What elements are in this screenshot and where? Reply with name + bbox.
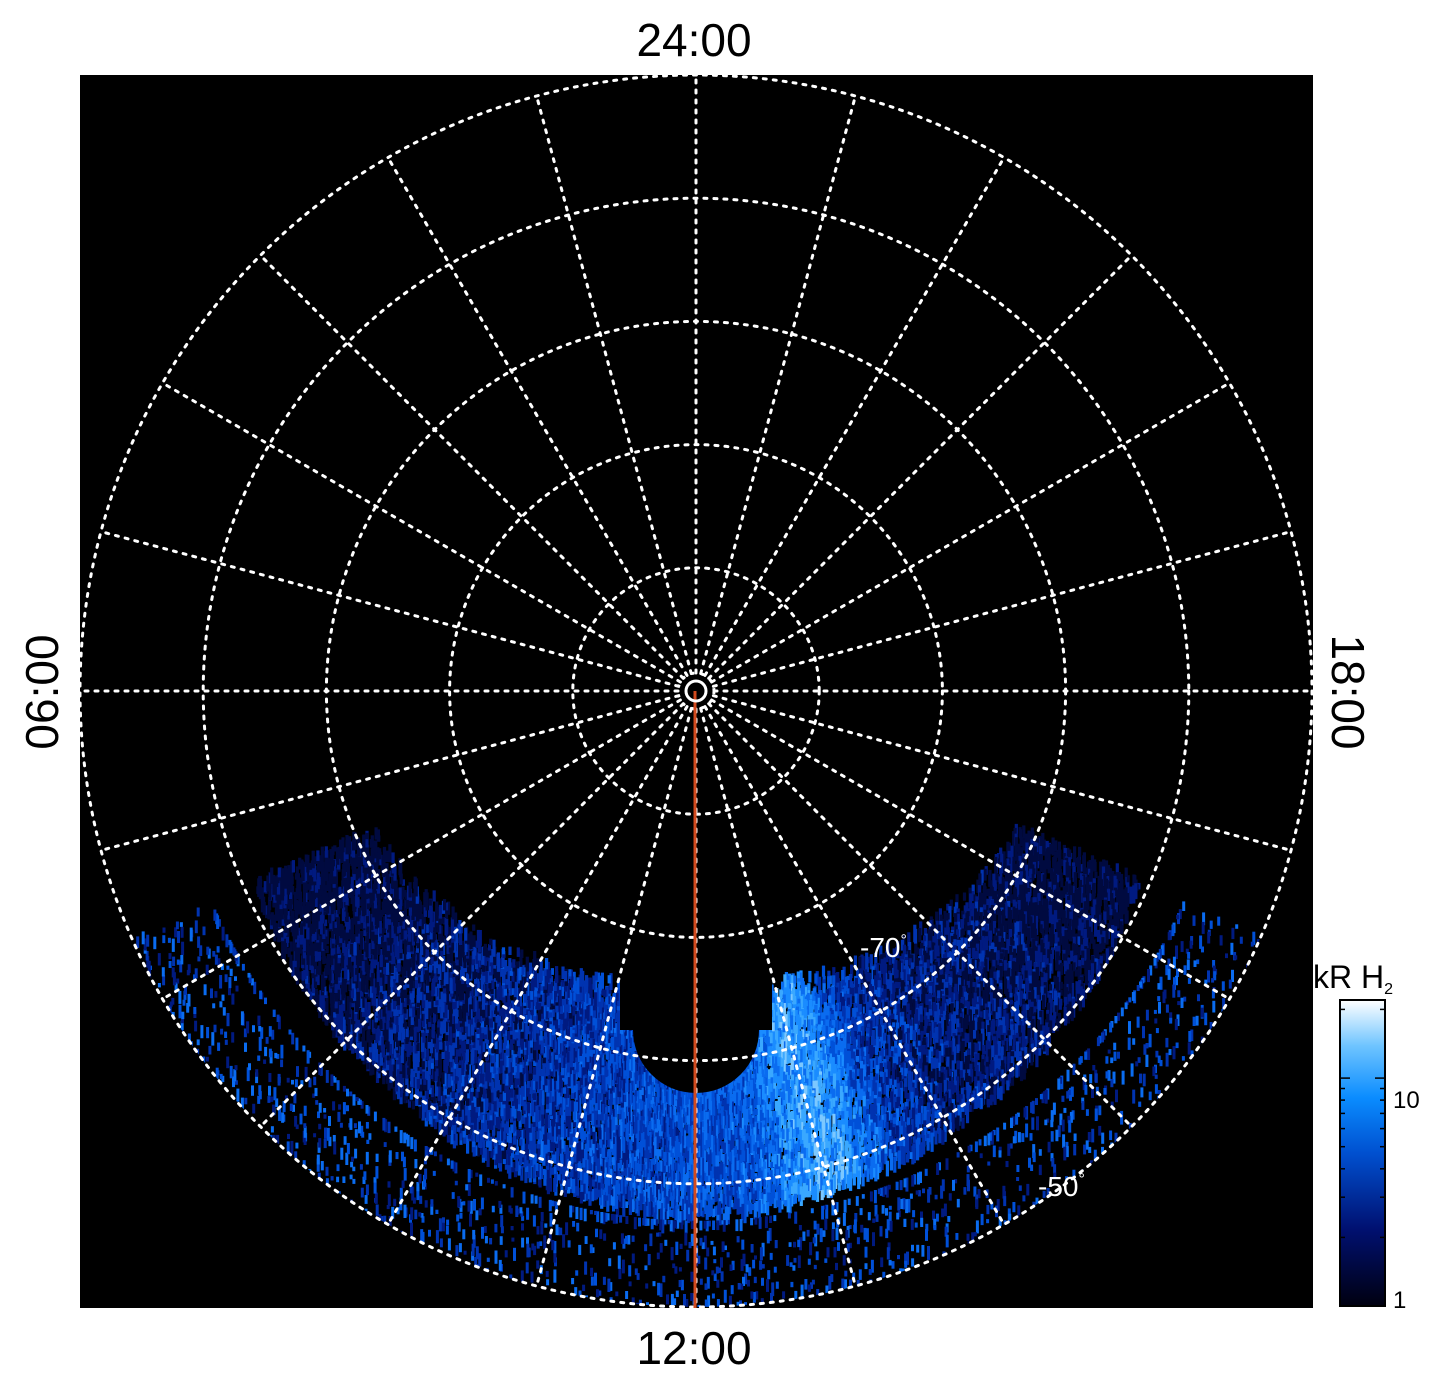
local-time-label-left: 06:00 xyxy=(16,634,68,749)
pole-marker xyxy=(684,679,708,703)
local-time-label-right: 18:00 xyxy=(1322,634,1374,749)
colorbar-unit-label: kR H2 xyxy=(1313,959,1393,998)
colorbar-tick-label-low: 1 xyxy=(1393,1287,1406,1314)
lat-label-inner: -70° xyxy=(860,932,907,963)
colorbar-ticks xyxy=(1340,1008,1385,1239)
local-time-label-top: 24:00 xyxy=(636,14,751,66)
local-time-label-bottom: 12:00 xyxy=(636,1322,751,1374)
lat-label-outer: -50° xyxy=(1038,1171,1085,1202)
colorbar-gradient xyxy=(1339,999,1386,1307)
colorbar: kR H2 10 1 xyxy=(1313,959,1420,1314)
colorbar-tick-label-high: 10 xyxy=(1393,1087,1420,1114)
